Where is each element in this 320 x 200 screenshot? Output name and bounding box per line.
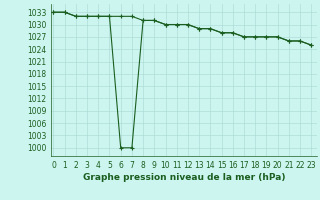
X-axis label: Graphe pression niveau de la mer (hPa): Graphe pression niveau de la mer (hPa) (83, 173, 285, 182)
